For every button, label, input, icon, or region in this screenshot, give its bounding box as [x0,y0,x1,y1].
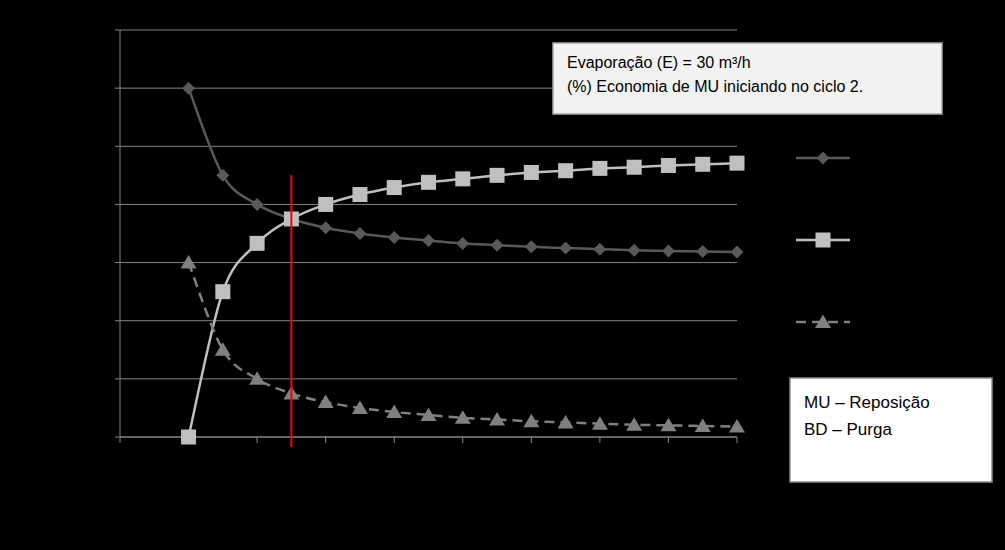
y-tick [115,88,120,89]
reference-line [290,175,292,447]
point [593,243,606,256]
point [387,180,402,195]
series-line [189,263,737,427]
point [455,410,471,424]
point [695,418,711,432]
y-tick [115,320,120,321]
point [729,419,745,433]
legend-marker [817,152,830,165]
legend-marker [816,233,831,248]
annotation-box [790,378,992,482]
x-tick [394,437,395,443]
point [352,400,368,414]
annotation-text: (%) Economia de MU iniciando no ciclo 2. [567,78,863,95]
grid-line [120,146,737,147]
point [523,414,539,428]
point [319,221,332,234]
grid-line [120,378,737,379]
point [559,242,572,255]
x-axis [120,437,737,438]
grid-line [120,30,737,31]
point [490,168,505,183]
point [661,158,676,173]
x-tick [325,437,326,443]
point [731,246,744,259]
point [251,198,264,211]
y-tick [115,204,120,205]
point [318,395,334,409]
annotation-text: MU – Reposição [804,393,930,412]
point [352,187,367,202]
y-tick [115,146,120,147]
x-tick [531,437,532,443]
point [216,169,229,182]
point [421,175,436,190]
point [558,415,574,429]
annotation-box [553,43,942,114]
point [662,244,675,257]
grid-line [120,204,737,205]
point [558,163,573,178]
series-line [189,163,737,437]
point [524,165,539,180]
point [353,227,366,240]
point [627,160,642,175]
y-tick [115,30,120,31]
point [249,371,265,385]
annotation-text: Evaporação (E) = 30 m³/h [567,54,751,71]
x-tick [668,437,669,443]
point [660,418,676,432]
x-tick [257,437,258,443]
chart: Evaporação (E) = 30 m³/h (%) Economia de … [0,0,1005,550]
y-axis [120,30,121,437]
point [455,171,470,186]
annotation-text: BD – Purga [804,420,892,439]
plot-area [181,82,745,445]
background [0,0,1005,550]
point [592,416,608,430]
x-tick [462,437,463,443]
grid-line [120,262,737,263]
point [182,82,195,95]
point [215,342,231,356]
grid-line [120,320,737,321]
point [592,161,607,176]
y-tick [115,378,120,379]
point [181,430,196,445]
point [695,157,710,172]
y-tick [115,262,120,263]
point [489,412,505,426]
x-tick [737,437,738,443]
point [421,407,437,421]
y-tick [115,437,120,438]
x-tick [120,437,121,443]
point [215,284,230,299]
point [696,245,709,258]
x-tick [599,437,600,443]
point [491,239,504,252]
point [730,156,745,171]
point [628,244,641,257]
point [388,231,401,244]
point [525,240,538,253]
point [422,234,435,247]
point [456,237,469,250]
point [250,236,265,251]
legend-marker [815,315,831,329]
point [318,197,333,212]
grid-line [120,437,737,438]
point [386,404,402,418]
point [181,255,197,269]
point [626,417,642,431]
